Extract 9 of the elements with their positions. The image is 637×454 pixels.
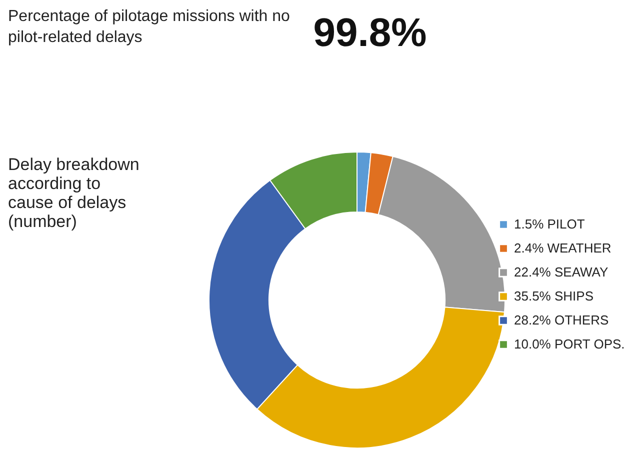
text: 99.8% [313,11,427,55]
legend-label: 35.5% SHIPS [514,288,594,304]
legend-label: 28.2% OTHERS [514,312,609,328]
legend-label: 2.4% WEATHER [514,240,612,256]
legend-label: 10.0% PORT OPS. [514,336,625,352]
legend-label: 1.5% PILOT [514,216,585,232]
chart-title: Percentage of pilotage missions with no pilot-related delays [8,8,290,46]
text: Delay breakdown according to cause of delays (number) [8,155,140,231]
legend-label: 22.4% SEAWAY [514,264,608,280]
